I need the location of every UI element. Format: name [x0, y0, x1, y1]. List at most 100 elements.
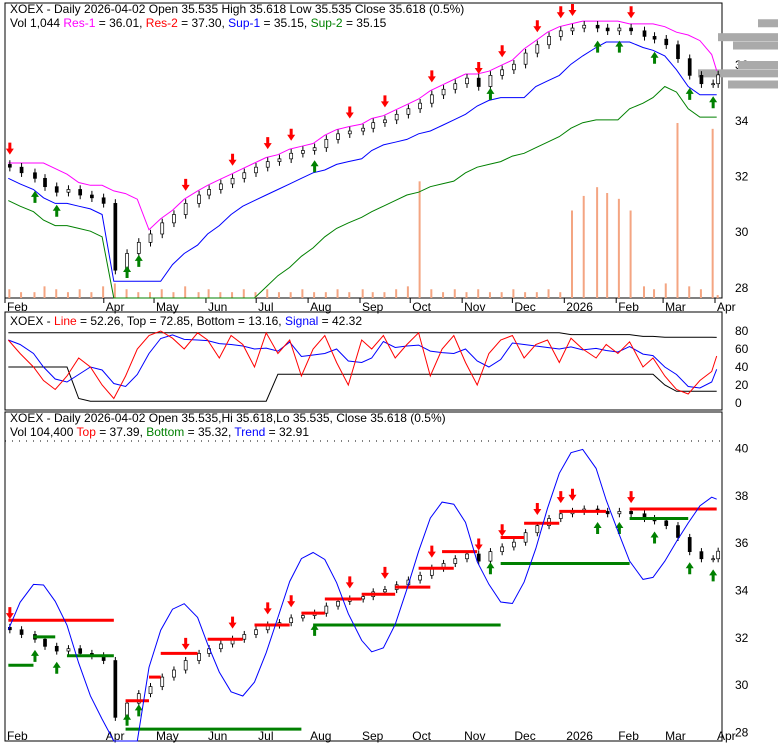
res1-line: [8, 20, 718, 231]
candle-body: [183, 660, 188, 671]
y-tick-label: 20: [735, 378, 749, 392]
y-tick-label: 60: [735, 342, 749, 356]
x-tick-label: Apr: [717, 300, 736, 314]
candle-body: [476, 553, 481, 562]
buy-arrow-icon: [486, 562, 495, 575]
volume-bar: [277, 292, 280, 298]
stochastic-signal-line: [8, 334, 718, 389]
candle-body: [383, 589, 387, 593]
sup2-line: [8, 85, 717, 299]
x-tick-label: Apr: [717, 729, 736, 743]
candle-body: [54, 186, 59, 193]
x-tick-label: Nov: [464, 300, 485, 314]
y-tick-label: 40: [735, 360, 749, 374]
candle-body: [172, 214, 176, 224]
candle-body: [78, 648, 83, 654]
volume-profile-bar: [718, 33, 778, 42]
stochastic-header: XOEX - Line = 52.26, Top = 72.85, Bottom…: [10, 314, 362, 328]
candle-body: [312, 147, 317, 151]
volume-bar: [371, 292, 374, 298]
volume-bar: [266, 289, 269, 298]
x-tick-label: Apr: [106, 300, 125, 314]
candle-body: [324, 605, 329, 614]
volume-profile-bar: [698, 69, 778, 78]
candle-body: [289, 152, 294, 160]
y-tick-label: 34: [735, 584, 749, 598]
trend-header-line2: Vol 104,400 Top = 37.39, Bottom = 35.32,…: [10, 425, 309, 439]
y-tick-label: 38: [735, 489, 749, 503]
buy-arrow-icon: [486, 87, 495, 100]
y-tick-label: 28: [735, 726, 749, 740]
candle-body: [336, 133, 340, 140]
candle-body: [535, 44, 540, 54]
price-header-line1: XOEX - Daily 2026-04-02 Open 35.535 High…: [10, 2, 464, 16]
candle-body: [197, 194, 201, 204]
x-tick-label: Jun: [208, 300, 227, 314]
sell-arrow-icon: [5, 607, 14, 620]
sell-arrow-icon: [568, 488, 577, 501]
stochastic-top-line: [8, 332, 717, 338]
x-tick-label: Feb: [7, 300, 28, 314]
y-tick-label: 36: [735, 536, 749, 550]
sell-arrow-icon: [427, 545, 436, 558]
buy-arrow-icon: [310, 160, 319, 173]
sell-arrow-icon: [5, 142, 14, 155]
sell-arrow-icon: [533, 502, 542, 515]
volume-bar: [488, 292, 491, 298]
candle-body: [429, 94, 434, 104]
volume-bar: [418, 181, 421, 298]
candle-body: [441, 88, 446, 96]
volume-bar: [582, 195, 585, 298]
stochastic-bottom-line: [8, 366, 717, 402]
buy-arrow-icon: [650, 51, 659, 64]
sell-arrow-icon: [345, 576, 354, 589]
candle-body: [523, 532, 528, 543]
candle-body: [476, 77, 481, 87]
y-tick-label: 0: [735, 396, 742, 410]
sell-arrow-icon: [263, 137, 272, 150]
candle-body: [664, 520, 669, 526]
x-tick-label: Feb: [618, 300, 639, 314]
candle-body: [605, 27, 610, 32]
x-tick-label: Dec: [514, 729, 535, 743]
volume-bar: [395, 289, 398, 298]
volume-bar: [617, 198, 620, 298]
volume-bar: [55, 289, 58, 298]
candle-body: [642, 30, 647, 37]
volume-bar: [33, 292, 36, 298]
buy-arrow-icon: [650, 531, 659, 544]
buy-arrow-icon: [615, 40, 624, 53]
sell-arrow-icon: [380, 566, 389, 579]
candle-body: [488, 551, 493, 562]
volume-bar: [301, 289, 304, 298]
sell-arrow-icon: [181, 178, 190, 191]
candle-body: [242, 172, 247, 179]
stochastic-panel: 0 20 40 60 80: [4, 311, 749, 411]
candle-body: [19, 629, 24, 635]
volume-bar: [361, 289, 364, 298]
volume-bar: [160, 289, 163, 298]
y-tick-label: 32: [735, 170, 749, 184]
x-tick-label: Aug: [310, 729, 331, 743]
x-tick-label: Oct: [412, 300, 431, 314]
volume-bar: [20, 292, 23, 298]
y-tick-label: 40: [735, 442, 749, 456]
buy-arrow-icon: [123, 713, 132, 726]
sell-arrow-icon: [287, 128, 296, 141]
candle-body: [570, 27, 575, 32]
volume-bar: [137, 292, 140, 298]
volume-bar: [453, 289, 456, 298]
volume-bar: [477, 289, 480, 298]
candle-body: [289, 617, 294, 624]
stochastic-frame: [4, 311, 723, 411]
volume-bar: [207, 289, 210, 298]
candle-body: [629, 511, 633, 515]
candle-body: [500, 546, 505, 552]
candle-body: [711, 558, 716, 561]
candle-body: [336, 601, 340, 607]
candle-body: [687, 537, 692, 552]
buy-arrow-icon: [593, 522, 602, 535]
buy-arrow-icon: [615, 522, 624, 535]
sell-arrow-icon: [181, 637, 190, 650]
candle-body: [197, 653, 201, 661]
